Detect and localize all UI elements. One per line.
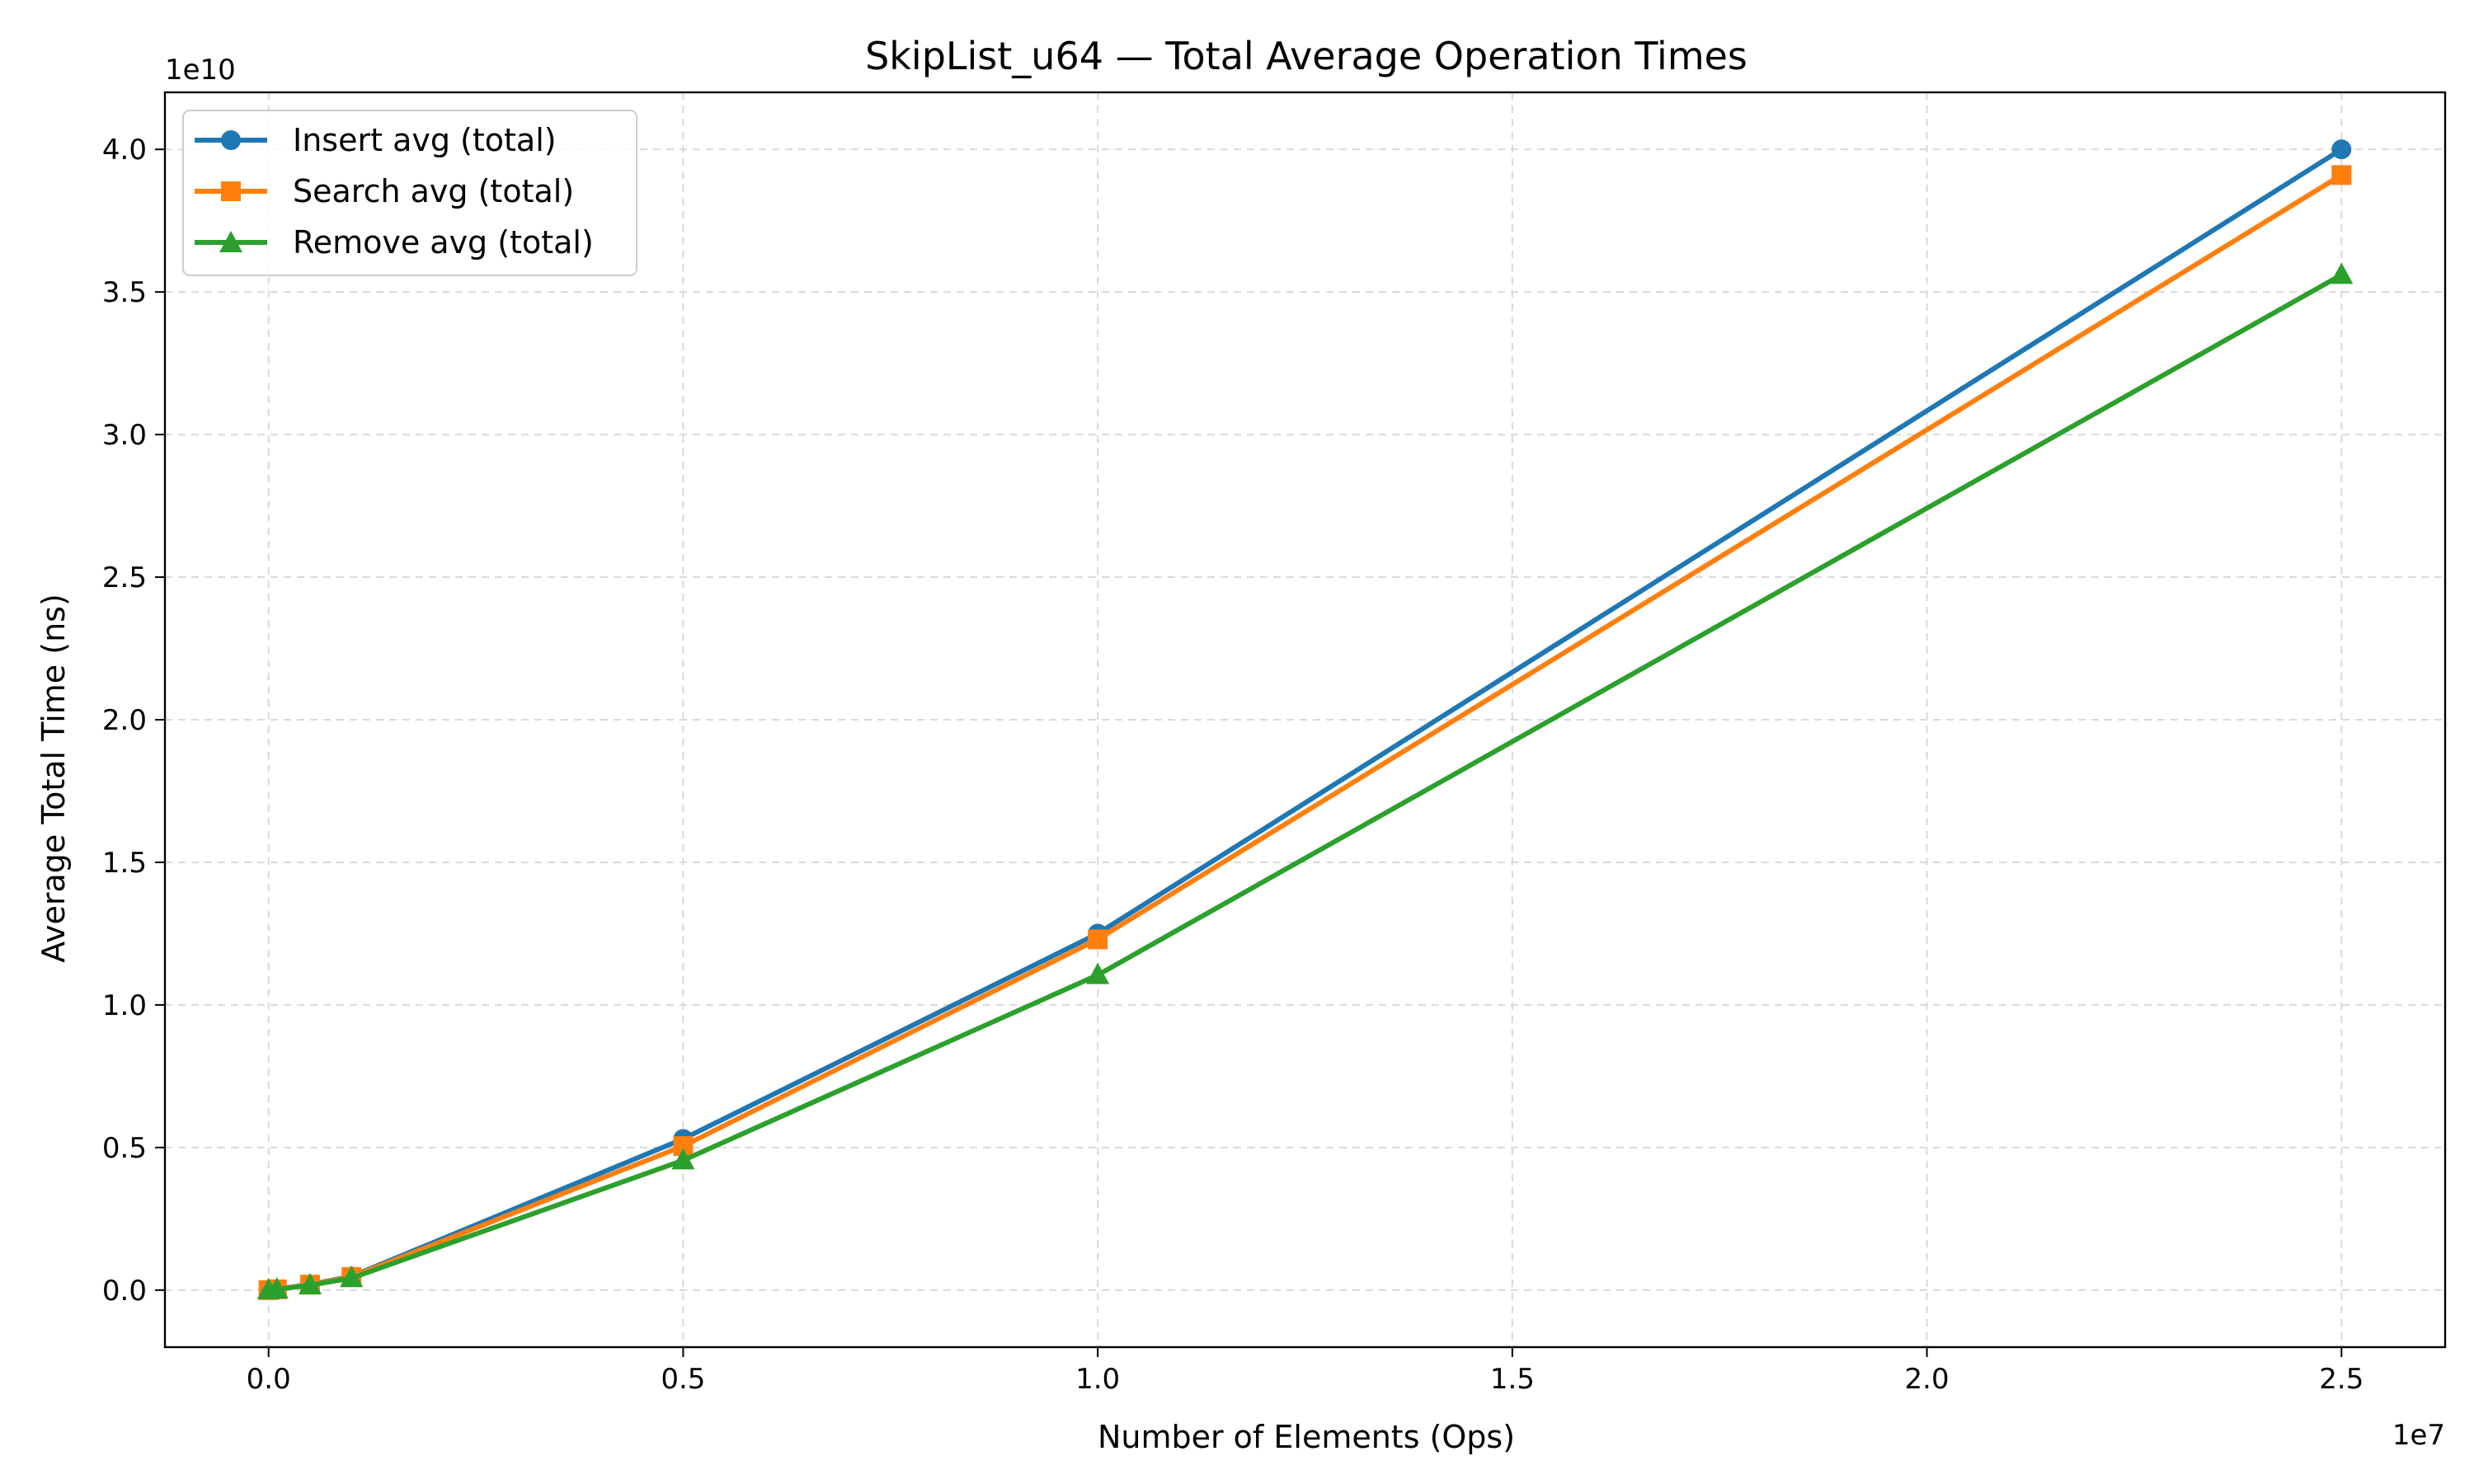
x-tick-label: 2.5	[2319, 1363, 2363, 1396]
y-tick-label: 1.0	[102, 989, 147, 1022]
y-tick-label: 1.5	[102, 847, 147, 880]
legend-label-insert: Insert avg (total)	[293, 122, 557, 158]
x-axis-multiplier: 1e7	[2392, 1419, 2445, 1452]
y-tick-label: 4.0	[102, 134, 147, 167]
legend-marker-insert	[221, 130, 241, 150]
y-axis-multiplier: 1e10	[165, 54, 236, 87]
x-tick-label: 2.0	[1905, 1363, 1950, 1396]
y-tick-label: 3.0	[102, 419, 147, 452]
data-point-insert	[2331, 139, 2352, 160]
y-axis-label: Average Total Time (ns)	[35, 594, 72, 963]
chart-title: SkipList_u64 — Total Average Operation T…	[865, 34, 1747, 78]
y-tick-label: 2.5	[102, 561, 147, 594]
x-axis-label: Number of Elements (Ops)	[1098, 1419, 1515, 1455]
data-point-remove	[671, 1148, 695, 1170]
legend-marker-search	[221, 181, 241, 201]
legend-marker-remove	[219, 231, 242, 252]
grid	[165, 92, 2445, 1347]
x-tick-label: 1.0	[1075, 1363, 1120, 1396]
legend-entry-search: Search avg (total)	[195, 173, 574, 209]
y-tick-label: 3.5	[102, 276, 147, 309]
y-tick-label: 0.0	[102, 1275, 147, 1308]
legend: Insert avg (total) Search avg (total) Re…	[182, 110, 637, 276]
legend-label-remove: Remove avg (total)	[293, 224, 594, 261]
data-point-remove	[340, 1266, 364, 1288]
data-point-search	[1088, 929, 1108, 950]
data-point-remove	[2330, 262, 2354, 284]
y-tick-label: 2.0	[102, 704, 147, 737]
legend-entry-insert: Insert avg (total)	[195, 122, 557, 158]
x-tick-label: 0.0	[247, 1363, 291, 1396]
data-point-remove	[298, 1272, 322, 1294]
legend-label-search: Search avg (total)	[293, 173, 574, 209]
data-point-remove	[1086, 962, 1110, 984]
y-tick-label: 0.5	[102, 1132, 147, 1165]
x-tick-label: 1.5	[1490, 1363, 1535, 1396]
data-point-remove	[265, 1276, 289, 1298]
legend-entry-remove: Remove avg (total)	[195, 224, 594, 261]
series-layer	[256, 139, 2354, 1300]
axis-ticks: 0.0 0.5 1.0 1.5 2.0 2.5 0.0 0.5 1.0 1.5 2.0 2.5 3.0 3…	[102, 134, 2363, 1396]
x-tick-label: 0.5	[661, 1363, 705, 1396]
data-point-search	[2331, 165, 2352, 186]
legend-box	[182, 110, 637, 276]
